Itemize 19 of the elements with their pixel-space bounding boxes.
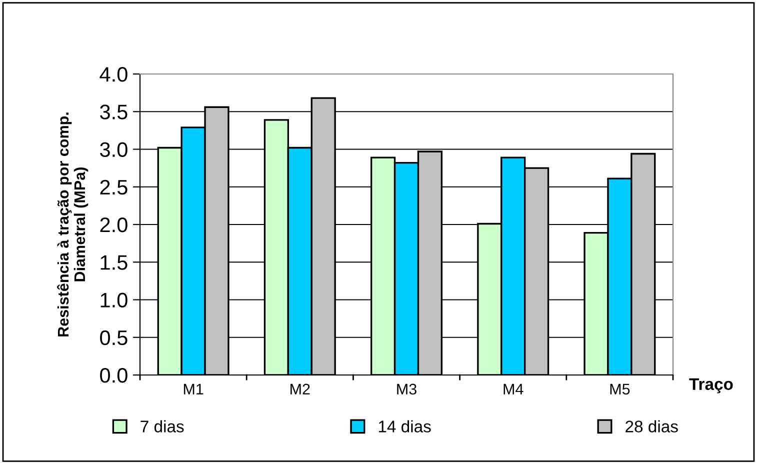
y-tick-label: 2.0 [100,218,128,232]
x-tick-label: M2 [290,384,310,394]
y-axis-title: Resistência à tração por comp. Diametral (MPa) [57,112,88,336]
y-tick-label: 0.5 [100,330,128,346]
x-tick-label: M1 [184,384,204,394]
y-tick-label: 0.0 [100,368,128,383]
legend-label: 14 dias [378,420,431,432]
x-tick-label: M4 [504,384,524,394]
y-tick-label: 1.0 [100,292,128,308]
x-tick-label: M5 [610,384,630,395]
y-tick-label: 2.5 [100,180,128,195]
y-tick-label: 4.0 [100,67,128,82]
y-tick-label: 3.5 [100,104,128,120]
legend-label: 7 dias [140,420,184,432]
y-tick-label: 3.0 [100,142,128,158]
y-tick-label: 1.5 [100,255,128,270]
x-axis-title: Traço [689,378,733,394]
legend-label: 28 dias [626,420,678,432]
x-tick-label: M3 [397,384,416,395]
